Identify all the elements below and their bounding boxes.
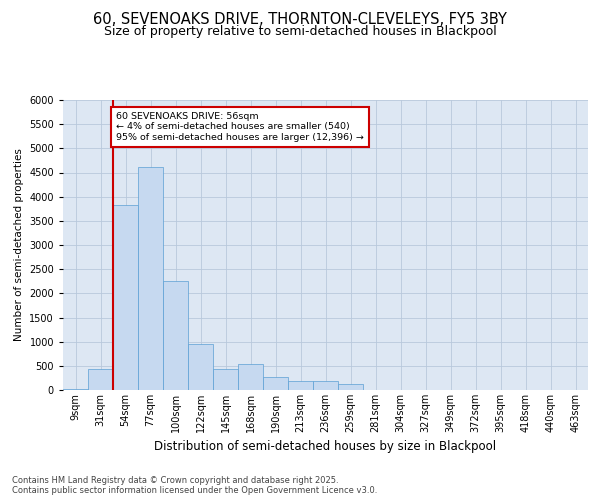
Bar <box>138 166 163 390</box>
Bar <box>338 384 363 390</box>
Text: 60, SEVENOAKS DRIVE, THORNTON-CLEVELEYS, FY5 3BY: 60, SEVENOAKS DRIVE, THORNTON-CLEVELEYS,… <box>93 12 507 28</box>
Bar <box>188 344 213 390</box>
Bar <box>288 381 313 390</box>
Text: Contains HM Land Registry data © Crown copyright and database right 2025.
Contai: Contains HM Land Registry data © Crown c… <box>12 476 377 495</box>
Bar <box>163 281 188 390</box>
Bar <box>88 369 113 390</box>
Bar <box>313 381 338 390</box>
X-axis label: Distribution of semi-detached houses by size in Blackpool: Distribution of semi-detached houses by … <box>154 440 497 454</box>
Y-axis label: Number of semi-detached properties: Number of semi-detached properties <box>14 148 23 342</box>
Bar <box>213 369 238 390</box>
Bar <box>113 206 138 390</box>
Bar <box>263 377 288 390</box>
Bar <box>63 388 88 390</box>
Text: Size of property relative to semi-detached houses in Blackpool: Size of property relative to semi-detach… <box>104 25 496 38</box>
Bar <box>238 364 263 390</box>
Text: 60 SEVENOAKS DRIVE: 56sqm
← 4% of semi-detached houses are smaller (540)
95% of : 60 SEVENOAKS DRIVE: 56sqm ← 4% of semi-d… <box>116 112 364 142</box>
